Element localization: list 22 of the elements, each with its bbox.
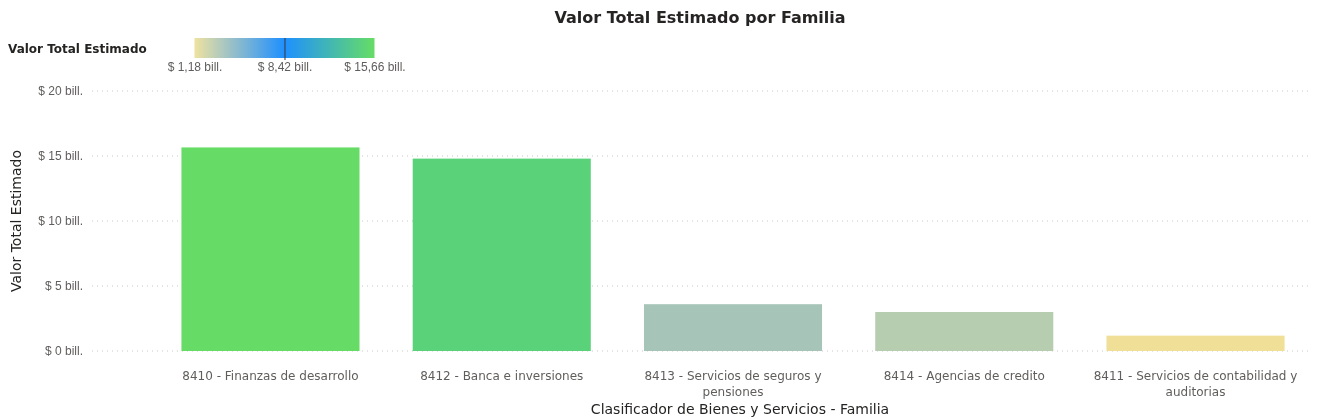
bar <box>875 312 1054 351</box>
color-bar-label: $ 15,66 bill. <box>344 60 406 74</box>
color-bar-title: Valor Total Estimado <box>8 42 147 56</box>
y-tick-label: $ 15 bill. <box>38 149 83 164</box>
bar <box>643 304 823 351</box>
y-tick-label: $ 5 bill. <box>44 279 83 294</box>
bar <box>1106 335 1285 351</box>
x-tick-label: 8411 - Servicios de contabilidad y auditorias <box>1093 369 1298 399</box>
bar <box>181 147 360 351</box>
x-tick-label: 8414 - Agencias de credito <box>883 369 1045 383</box>
color-bar-label: $ 1,18 bill. <box>167 60 223 74</box>
color-bar-label: $ 8,42 bill. <box>257 60 313 74</box>
y-tick-label: $ 10 bill. <box>38 214 83 229</box>
chart-title: Valor Total Estimado por Familia <box>554 8 846 27</box>
bar <box>412 158 591 351</box>
y-tick-label: $ 20 bill. <box>38 84 83 99</box>
x-axis-title: Clasificador de Bienes y Servicios - Familia <box>590 401 890 417</box>
y-axis-title: Valor Total Estimado <box>8 149 24 293</box>
x-tick-label: 8413 - Servicios de seguros y pensiones <box>644 369 822 399</box>
y-tick-label: $ 0 bill. <box>44 344 83 359</box>
x-tick-label: 8412 - Banca e inversiones <box>420 369 584 383</box>
x-tick-label: 8410 - Finanzas de desarrollo <box>182 369 359 383</box>
